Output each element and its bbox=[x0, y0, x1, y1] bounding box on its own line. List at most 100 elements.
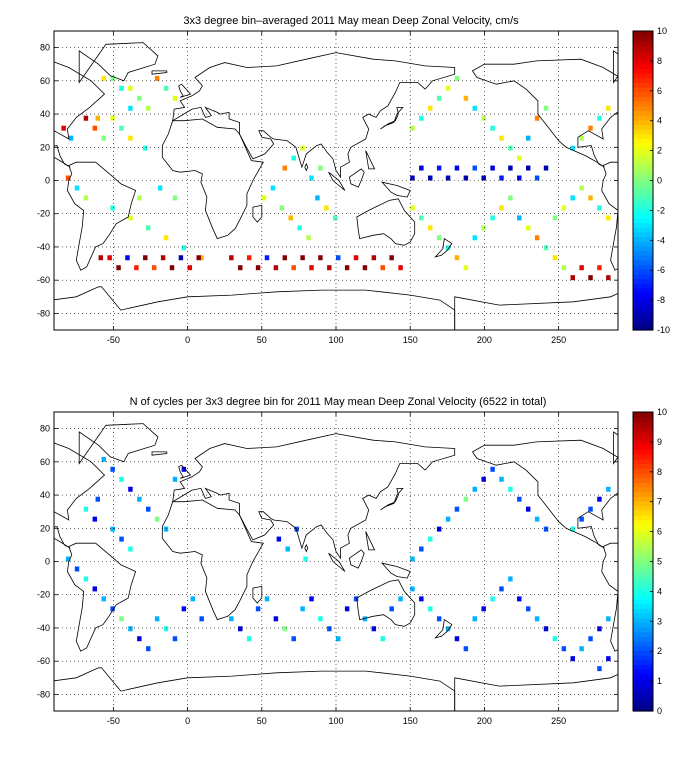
heatmap-cell bbox=[597, 115, 602, 121]
heatmap-cell bbox=[570, 656, 575, 662]
heatmap-cell bbox=[318, 616, 323, 622]
colorbar-segment bbox=[633, 231, 653, 238]
heatmap-cell bbox=[472, 165, 477, 171]
heatmap-cell bbox=[597, 666, 602, 672]
colorbar-tick-label: 0 bbox=[657, 176, 662, 186]
heatmap-cell bbox=[279, 205, 285, 211]
continent-outline bbox=[304, 543, 309, 553]
heatmap-cell bbox=[463, 175, 469, 181]
heatmap-cell bbox=[74, 566, 80, 572]
bottom-continent-outlines bbox=[54, 423, 618, 711]
heatmap-cell bbox=[490, 165, 495, 171]
heatmap-cell bbox=[291, 636, 296, 642]
heatmap-cell bbox=[264, 596, 270, 602]
colorbar-segment bbox=[633, 594, 653, 600]
colorbar-segment bbox=[633, 514, 653, 521]
top-continent-outlines bbox=[54, 42, 696, 330]
y-tick-label: 60 bbox=[40, 76, 50, 86]
heatmap-cell bbox=[229, 616, 234, 622]
colorbar-segment bbox=[633, 664, 653, 670]
heatmap-cell bbox=[92, 125, 98, 131]
colorbar-tick-label: 4 bbox=[657, 116, 662, 126]
colorbar-segment bbox=[633, 463, 653, 469]
colorbar-segment bbox=[633, 82, 653, 88]
heatmap-cell bbox=[490, 215, 495, 221]
heatmap-cell bbox=[196, 255, 201, 261]
colorbar-segment bbox=[633, 250, 653, 256]
continent-outline bbox=[54, 442, 106, 549]
heatmap-cell bbox=[481, 606, 486, 612]
colorbar-segment bbox=[633, 566, 653, 572]
heatmap-cell bbox=[428, 606, 433, 612]
colorbar-segment bbox=[633, 580, 653, 586]
heatmap-cell bbox=[499, 135, 504, 141]
colorbar-segment bbox=[633, 301, 653, 308]
heatmap-cell bbox=[318, 255, 323, 261]
colorbar-segment bbox=[633, 486, 653, 493]
x-tick-label: -50 bbox=[107, 335, 120, 345]
heatmap-cell bbox=[172, 195, 178, 201]
heatmap-cell bbox=[561, 205, 567, 211]
heatmap-cell bbox=[472, 235, 477, 241]
top-panel: 3x3 degree bin–averaged 2011 May mean De… bbox=[37, 15, 696, 345]
heatmap-cell bbox=[83, 195, 89, 201]
heatmap-cell bbox=[436, 526, 442, 532]
heatmap-cell bbox=[419, 115, 424, 121]
heatmap-cell bbox=[119, 125, 124, 131]
heatmap-cell bbox=[588, 275, 593, 281]
heatmap-cell bbox=[65, 556, 71, 562]
continent-outline bbox=[454, 674, 618, 711]
heatmap-cell bbox=[579, 265, 584, 271]
colorbar-segment bbox=[633, 320, 653, 326]
colorbar-segment bbox=[633, 626, 653, 633]
heatmap-cell bbox=[508, 195, 513, 201]
colorbar-segment bbox=[633, 538, 653, 544]
heatmap-cell bbox=[163, 526, 169, 532]
continent-outline bbox=[434, 618, 453, 639]
colorbar-segment bbox=[633, 133, 653, 140]
colorbar-segment bbox=[633, 519, 653, 525]
x-tick-label: -50 bbox=[107, 716, 120, 726]
continent-outline bbox=[380, 562, 411, 579]
colorbar-segment bbox=[633, 180, 653, 186]
colorbar-segment bbox=[633, 496, 653, 502]
continent-outline bbox=[471, 439, 618, 549]
colorbar-segment bbox=[633, 645, 653, 651]
x-tick-label: 150 bbox=[403, 335, 418, 345]
heatmap-cell bbox=[246, 255, 252, 261]
heatmap-cell bbox=[61, 125, 66, 131]
heatmap-cell bbox=[101, 596, 106, 602]
heatmap-cell bbox=[606, 486, 611, 492]
continent-outline bbox=[252, 585, 263, 604]
heatmap-cell bbox=[371, 626, 377, 632]
colorbar-segment bbox=[633, 171, 653, 177]
continent-outline bbox=[66, 542, 137, 652]
continent-outline bbox=[380, 181, 411, 198]
heatmap-cell bbox=[83, 506, 89, 512]
colorbar-segment bbox=[633, 119, 653, 126]
heatmap-cell bbox=[508, 165, 513, 171]
x-tick-label: 0 bbox=[185, 335, 190, 345]
heatmap-cell bbox=[353, 255, 359, 261]
heatmap-cell bbox=[282, 165, 288, 171]
top-axes: -50 0 50 100 150 200 250 -80 -60 -40 -20 0 20 40 60 80 bbox=[37, 30, 619, 345]
heatmap-cell bbox=[481, 115, 486, 121]
bottom-axes: -50 0 50 100 150 200 250 -80 -60 -40 -20 0 20 40 60 80 bbox=[37, 411, 619, 726]
colorbar-segment bbox=[633, 152, 653, 158]
heatmap-cell bbox=[534, 115, 540, 121]
heatmap-cell bbox=[552, 255, 558, 261]
heatmap-cell bbox=[570, 145, 575, 151]
colorbar-segment bbox=[633, 147, 653, 154]
colorbar-segment bbox=[633, 631, 653, 637]
heatmap-cell bbox=[543, 245, 549, 251]
continent-outline bbox=[686, 71, 696, 74]
colorbar-segment bbox=[633, 283, 653, 289]
continent-outline bbox=[328, 171, 346, 191]
y-tick-label: -80 bbox=[37, 308, 50, 318]
bottom-grid bbox=[54, 412, 618, 711]
heatmap-cell bbox=[525, 606, 531, 612]
heatmap-cell bbox=[199, 616, 204, 622]
colorbar-segment bbox=[633, 315, 653, 322]
colorbar-segment bbox=[633, 208, 653, 214]
heatmap-cell bbox=[282, 626, 288, 632]
